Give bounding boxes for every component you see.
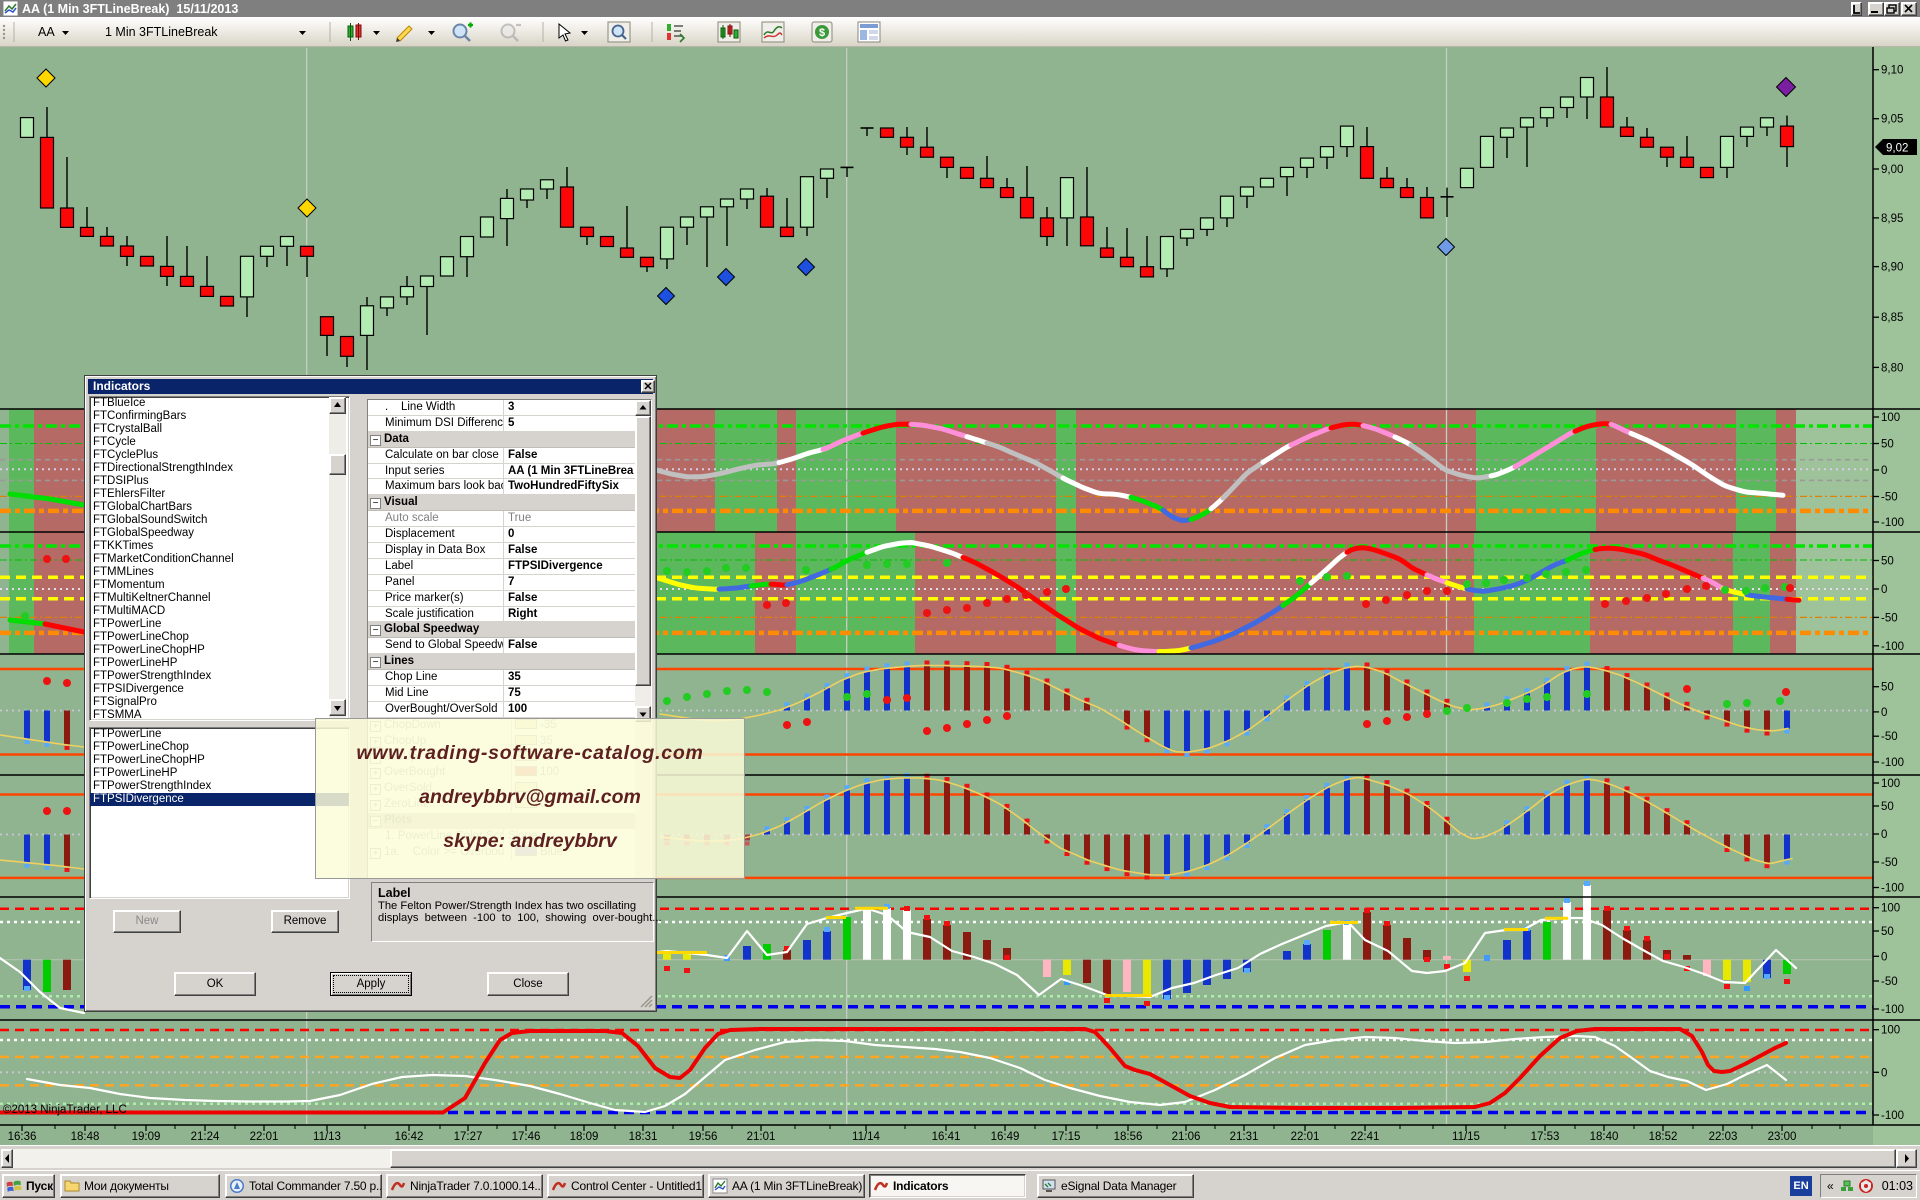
- svg-text:16:49: 16:49: [991, 1131, 1020, 1143]
- svg-text:0: 0: [1881, 951, 1887, 963]
- svg-text:$: $: [819, 27, 825, 39]
- svg-text:18:31: 18:31: [629, 1131, 658, 1143]
- svg-text:9,00: 9,00: [1881, 164, 1903, 176]
- svg-text:18:40: 18:40: [1590, 1131, 1619, 1143]
- svg-text:100: 100: [1881, 903, 1900, 915]
- svg-text:-50: -50: [1881, 857, 1898, 869]
- svg-text:11/15: 11/15: [1452, 1131, 1480, 1143]
- svg-text:100: 100: [1881, 1025, 1900, 1037]
- svg-text:11/14: 11/14: [852, 1131, 881, 1143]
- svg-text:9,10: 9,10: [1881, 65, 1903, 77]
- svg-text:-100: -100: [1881, 1110, 1904, 1122]
- svg-text:AA: AA: [38, 25, 55, 39]
- svg-text:22:41: 22:41: [1351, 1131, 1380, 1143]
- svg-text:18:09: 18:09: [570, 1131, 599, 1143]
- svg-text:-50: -50: [1881, 492, 1898, 504]
- svg-text:8,90: 8,90: [1881, 262, 1903, 274]
- svg-text:21:24: 21:24: [191, 1131, 220, 1143]
- svg-text:22:01: 22:01: [1291, 1131, 1320, 1143]
- svg-text:17:53: 17:53: [1531, 1131, 1560, 1143]
- svg-text:-50: -50: [1881, 731, 1898, 743]
- svg-text:100: 100: [1881, 412, 1900, 424]
- svg-text:9,05: 9,05: [1881, 114, 1903, 126]
- svg-text:100: 100: [1881, 778, 1900, 790]
- svg-text:19:56: 19:56: [689, 1131, 718, 1143]
- svg-text:17:46: 17:46: [512, 1131, 541, 1143]
- svg-text:11/13: 11/13: [313, 1131, 341, 1143]
- svg-text:50: 50: [1881, 682, 1894, 694]
- svg-text:-100: -100: [1881, 517, 1904, 529]
- svg-text:22:03: 22:03: [1709, 1131, 1738, 1143]
- svg-text:21:01: 21:01: [747, 1131, 776, 1143]
- svg-text:0: 0: [1881, 829, 1887, 841]
- svg-text:-50: -50: [1881, 612, 1898, 624]
- svg-text:50: 50: [1881, 439, 1894, 451]
- svg-text:1 Min 3FTLineBreak: 1 Min 3FTLineBreak: [105, 25, 218, 39]
- svg-text:-100: -100: [1881, 883, 1904, 895]
- svg-text:18:56: 18:56: [1114, 1131, 1143, 1143]
- svg-text:-100: -100: [1881, 641, 1904, 653]
- svg-text:-100: -100: [1881, 1004, 1904, 1016]
- svg-text:19:09: 19:09: [132, 1131, 161, 1143]
- svg-text:16:42: 16:42: [395, 1131, 424, 1143]
- svg-text:9,02: 9,02: [1886, 143, 1908, 155]
- svg-text:50: 50: [1881, 801, 1894, 813]
- svg-text:©2013 NinjaTrader, LLC: ©2013 NinjaTrader, LLC: [3, 1104, 127, 1116]
- svg-text:50: 50: [1881, 926, 1894, 938]
- svg-text:16:41: 16:41: [932, 1131, 961, 1143]
- svg-text:23:00: 23:00: [1768, 1131, 1797, 1143]
- svg-text:8,85: 8,85: [1881, 312, 1903, 324]
- svg-text:0: 0: [1881, 707, 1887, 719]
- svg-text:8,80: 8,80: [1881, 362, 1903, 374]
- svg-text:0: 0: [1881, 465, 1887, 477]
- svg-text:0: 0: [1881, 584, 1887, 596]
- svg-text:21:31: 21:31: [1230, 1131, 1259, 1143]
- svg-text:21:06: 21:06: [1172, 1131, 1201, 1143]
- svg-text:-50: -50: [1881, 976, 1898, 988]
- svg-text:-100: -100: [1881, 757, 1904, 769]
- svg-text:50: 50: [1881, 556, 1894, 568]
- svg-text:18:48: 18:48: [71, 1131, 100, 1143]
- svg-text:17:27: 17:27: [454, 1131, 483, 1143]
- svg-text:17:15: 17:15: [1052, 1131, 1081, 1143]
- svg-text:18:52: 18:52: [1649, 1131, 1678, 1143]
- svg-text:16:36: 16:36: [8, 1131, 37, 1143]
- svg-text:8,95: 8,95: [1881, 213, 1903, 225]
- svg-text:22:01: 22:01: [250, 1131, 279, 1143]
- svg-text:0: 0: [1881, 1067, 1887, 1079]
